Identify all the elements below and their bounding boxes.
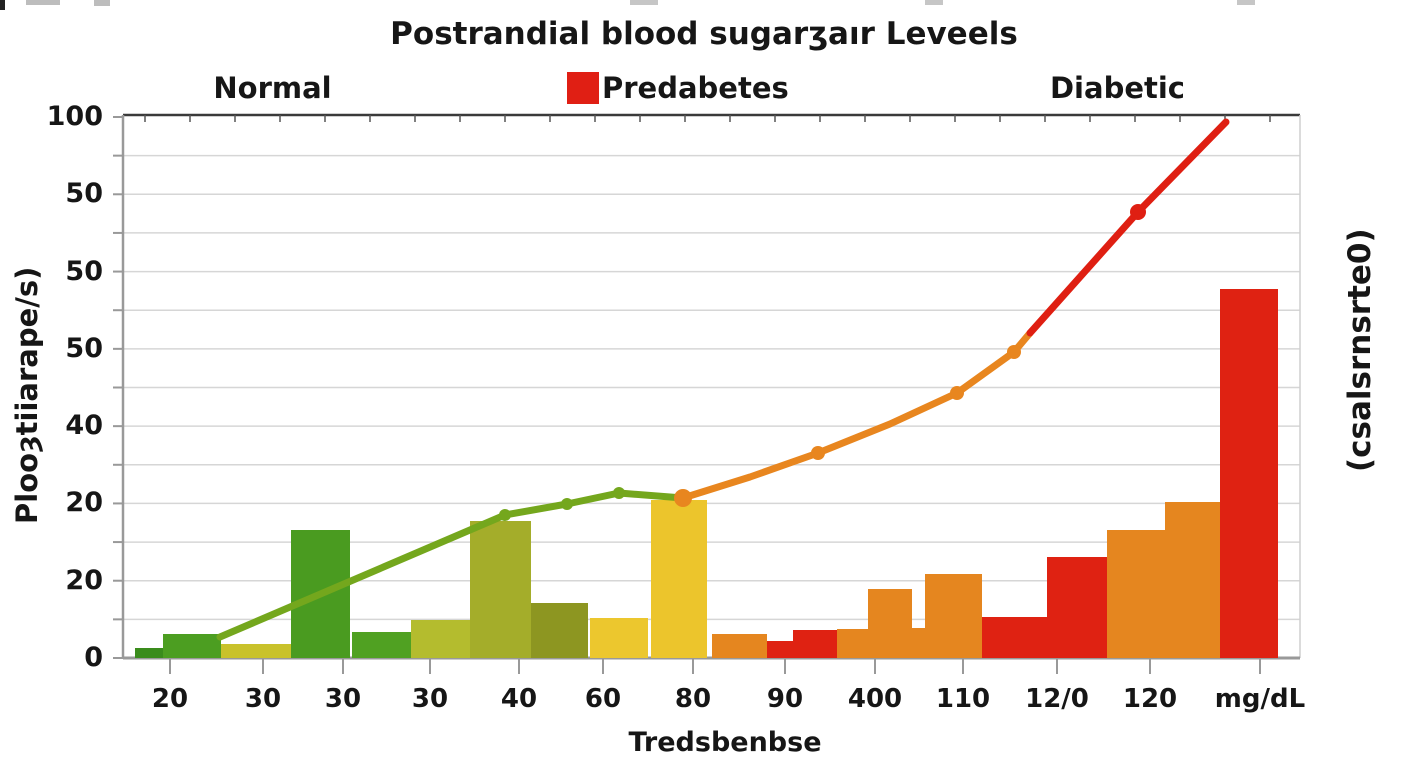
x-tick-label: 12/0 bbox=[1025, 684, 1089, 714]
right-axis-label: (csalsrnsrte0) bbox=[1342, 228, 1378, 472]
y-tick-label: 50 bbox=[65, 178, 103, 209]
bar bbox=[712, 634, 767, 658]
line-marker bbox=[950, 386, 964, 400]
line-marker bbox=[613, 487, 625, 499]
bar bbox=[221, 644, 291, 658]
legend-swatch-icon bbox=[567, 72, 599, 104]
x-tick-label: mg/dL bbox=[1214, 684, 1306, 714]
bar bbox=[651, 500, 707, 658]
x-tick-label: 120 bbox=[1122, 684, 1178, 714]
top-edge-mark bbox=[94, 0, 110, 6]
bar bbox=[470, 521, 531, 658]
bar bbox=[531, 603, 588, 658]
bar bbox=[982, 617, 1047, 658]
bar bbox=[767, 641, 793, 658]
bar bbox=[925, 574, 982, 658]
line-marker bbox=[1007, 345, 1021, 359]
y-tick-label: 20 bbox=[65, 565, 103, 596]
x-axis-title: Tredsbenbse bbox=[628, 727, 822, 758]
bar bbox=[1107, 530, 1165, 658]
x-tick-label: 40 bbox=[500, 684, 538, 714]
x-tick-label: 30 bbox=[324, 684, 362, 714]
y-tick-label: 0 bbox=[84, 642, 103, 673]
legend-label-prediabetes: Predabetes bbox=[602, 71, 789, 105]
trend-line-diabetic-red bbox=[1026, 118, 1230, 337]
x-tick-label: 60 bbox=[584, 684, 622, 714]
y-tick-label: 40 bbox=[65, 410, 103, 441]
x-tick-label: 30 bbox=[244, 684, 282, 714]
bar bbox=[837, 629, 868, 658]
x-tick-label: 110 bbox=[935, 684, 991, 714]
line-marker bbox=[561, 498, 573, 510]
zone-label-diabetic: Diabetic bbox=[1049, 71, 1185, 105]
line-marker bbox=[499, 509, 511, 521]
x-tick-label: 30 bbox=[411, 684, 449, 714]
bar bbox=[352, 632, 411, 658]
bar bbox=[868, 589, 912, 658]
line-marker bbox=[1130, 204, 1146, 220]
top-edge-mark bbox=[630, 0, 658, 5]
bar bbox=[163, 634, 221, 658]
bar bbox=[1165, 502, 1220, 658]
top-edge-mark bbox=[1237, 0, 1255, 5]
bar bbox=[135, 648, 163, 658]
x-tick-label: 80 bbox=[674, 684, 712, 714]
bar bbox=[912, 628, 925, 658]
y-tick-label: 100 bbox=[46, 101, 103, 132]
bar bbox=[1047, 557, 1107, 658]
trend-line-normal-green bbox=[216, 489, 687, 641]
top-edge-mark bbox=[26, 0, 60, 5]
bar bbox=[1220, 289, 1278, 658]
zone-label-normal: Normal bbox=[213, 71, 332, 105]
x-tick-label: 90 bbox=[766, 684, 804, 714]
x-tick-label: 400 bbox=[847, 684, 903, 714]
line-marker bbox=[674, 489, 692, 507]
top-edge-mark bbox=[0, 0, 5, 10]
chart-title: Postrandial blood sugarʒaır Leveels bbox=[390, 16, 1018, 52]
bar bbox=[793, 630, 837, 658]
y-tick-label: 20 bbox=[65, 487, 103, 518]
y-tick-label: 50 bbox=[65, 256, 103, 287]
line-marker bbox=[811, 446, 825, 460]
trend-line-prediabetes-orange bbox=[679, 329, 1034, 502]
bar bbox=[590, 618, 648, 658]
y-tick-label: 50 bbox=[65, 333, 103, 364]
x-tick-label: 20 bbox=[151, 684, 189, 714]
bar bbox=[411, 620, 470, 658]
top-edge-mark bbox=[925, 0, 943, 5]
legend-prediabetes: Predabetes bbox=[567, 71, 789, 105]
